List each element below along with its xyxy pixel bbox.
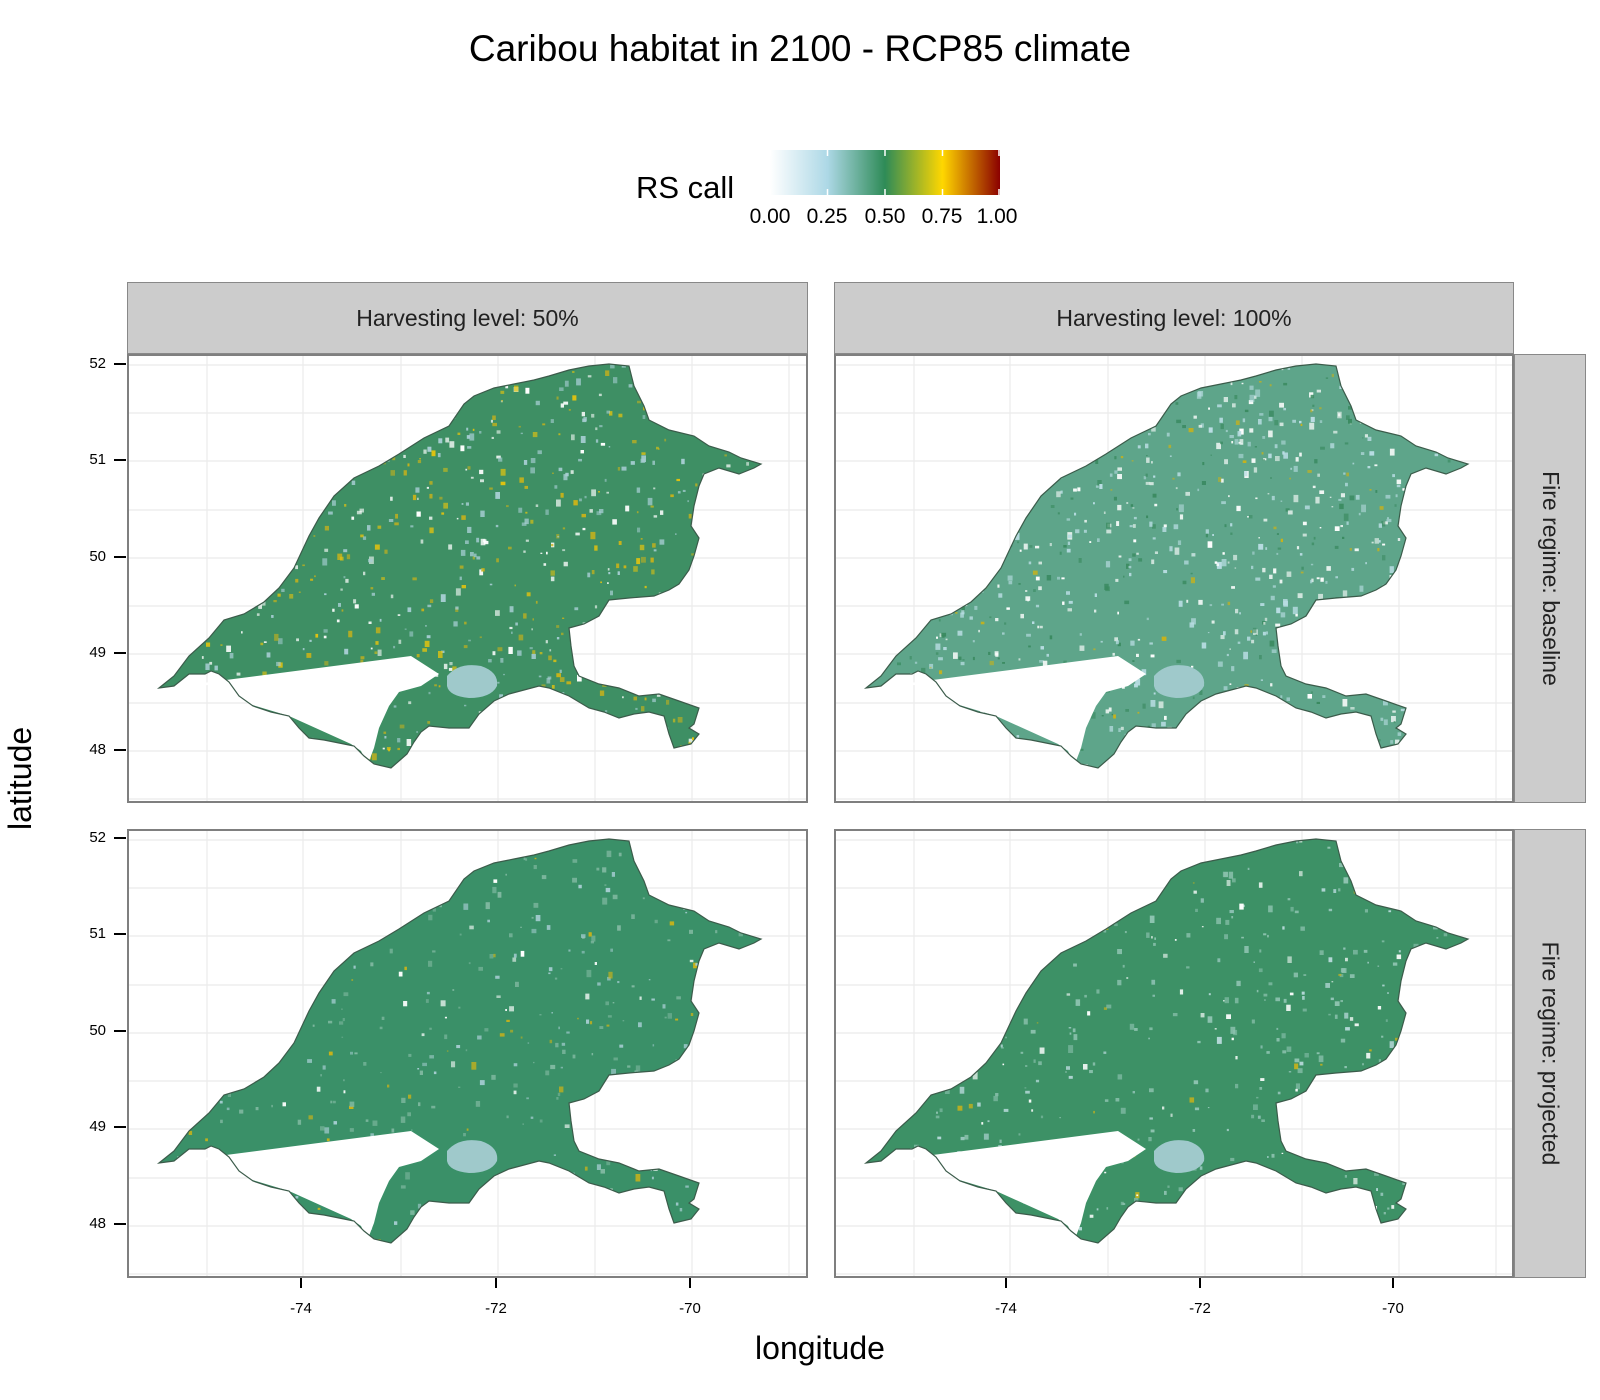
y-tick-top-49: 49 <box>89 644 106 661</box>
x-tick-right-74: -74 <box>995 1300 1017 1317</box>
region-notch <box>871 1131 1146 1243</box>
map-panel-h100-projected <box>834 829 1514 1278</box>
habitat-region <box>866 364 1468 768</box>
map-canvas <box>836 356 1512 801</box>
lake <box>1154 665 1205 698</box>
map-panel-h100-baseline <box>834 354 1514 803</box>
legend-tick-3: 0.75 <box>921 205 963 228</box>
map-canvas <box>129 356 806 801</box>
habitat-region <box>866 839 1468 1243</box>
x-tickmark <box>689 1278 691 1288</box>
lake <box>1154 1140 1205 1173</box>
legend-tick-1: 0.25 <box>806 205 848 228</box>
map-canvas <box>129 831 806 1276</box>
x-tickmark <box>495 1278 497 1288</box>
y-axis-title: latitude <box>2 726 38 830</box>
x-tick-left-70: -70 <box>679 1300 701 1317</box>
legend-tick-2: 0.50 <box>864 205 906 228</box>
x-tick-right-72: -72 <box>1189 1300 1211 1317</box>
region-outline <box>156 838 763 1244</box>
legend-tick-0: 0.00 <box>749 205 791 228</box>
y-tickmark <box>114 459 126 461</box>
x-tickmark <box>1392 1278 1394 1288</box>
y-tickmark <box>114 1126 126 1128</box>
legend-title: RS call <box>636 170 735 205</box>
y-tick-bottom-49: 49 <box>89 1118 106 1135</box>
y-tick-top-48: 48 <box>89 741 106 758</box>
y-tick-bottom-52: 52 <box>89 829 106 846</box>
row-strip-projected-label: Fire regime: projected <box>1537 941 1564 1166</box>
region-outline <box>156 363 763 769</box>
x-tickmark <box>300 1278 302 1288</box>
lake <box>447 1140 498 1173</box>
y-tick-top-51: 51 <box>89 451 106 468</box>
column-strip-100: Harvesting level: 100% <box>834 282 1514 354</box>
row-strip-baseline: Fire regime: baseline <box>1514 354 1586 803</box>
row-strip-projected: Fire regime: projected <box>1514 829 1586 1278</box>
region-notch <box>164 656 439 768</box>
map-panel-h50-baseline <box>127 354 808 803</box>
y-tickmark <box>114 749 126 751</box>
y-tickmark <box>114 363 126 365</box>
x-tickmark <box>1005 1278 1007 1288</box>
region-outline <box>863 363 1470 769</box>
y-tick-top-50: 50 <box>89 548 106 565</box>
column-strip-50: Harvesting level: 50% <box>127 282 808 354</box>
map-canvas <box>836 831 1512 1276</box>
y-tickmark <box>114 1030 126 1032</box>
habitat-region <box>159 839 761 1243</box>
region-notch <box>164 1131 439 1243</box>
region-outline <box>863 838 1470 1244</box>
legend-tick-4: 1.00 <box>976 205 1018 228</box>
y-tickmark <box>114 837 126 839</box>
x-axis-title: longitude <box>755 1330 885 1366</box>
y-tickmark <box>114 652 126 654</box>
y-tick-bottom-50: 50 <box>89 1022 106 1039</box>
y-tickmark <box>114 933 126 935</box>
y-tick-top-52: 52 <box>89 355 106 372</box>
y-tickmark <box>114 556 126 558</box>
x-tickmark <box>1199 1278 1201 1288</box>
lake <box>447 665 498 698</box>
y-tickmark <box>114 1223 126 1225</box>
y-tick-bottom-48: 48 <box>89 1215 106 1232</box>
legend-colorbar <box>770 150 1000 195</box>
x-tick-left-74: -74 <box>290 1300 312 1317</box>
x-tick-left-72: -72 <box>485 1300 507 1317</box>
map-panel-h50-projected <box>127 829 808 1278</box>
region-notch <box>871 656 1146 768</box>
row-strip-baseline-label: Fire regime: baseline <box>1537 471 1564 686</box>
y-tick-bottom-51: 51 <box>89 925 106 942</box>
x-tick-right-70: -70 <box>1382 1300 1404 1317</box>
chart-title: Caribou habitat in 2100 - RCP85 climate <box>468 28 1132 69</box>
